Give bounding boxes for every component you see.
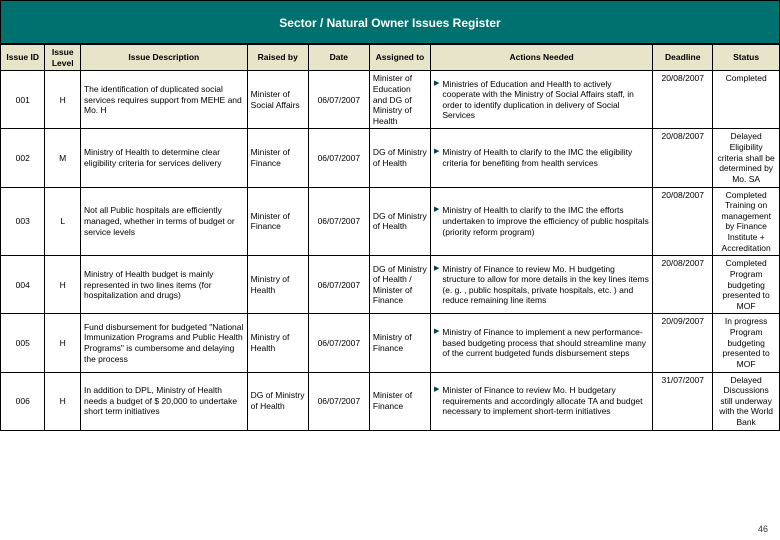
page-title: Sector / Natural Owner Issues Register (279, 16, 500, 30)
cell-date: 06/07/2007 (308, 256, 369, 314)
cell-status: Completed (713, 71, 780, 129)
bullet-icon: ▶ (434, 148, 439, 157)
cell-level: H (45, 256, 81, 314)
bullet-icon: ▶ (434, 328, 439, 337)
cell-level: M (45, 129, 81, 187)
table-row: 006HIn addition to DPL, Ministry of Heal… (1, 372, 780, 430)
cell-date: 06/07/2007 (308, 372, 369, 430)
cell-id: 004 (1, 256, 45, 314)
header-row: Issue ID Issue Level Issue Description R… (1, 45, 780, 71)
col-date: Date (308, 45, 369, 71)
cell-deadline: 20/09/2007 (653, 314, 713, 372)
cell-assigned: Minister of Education and DG of Ministry… (369, 71, 430, 129)
col-raised: Raised by (247, 45, 308, 71)
table-row: 005HFund disbursement for budgeted "Nati… (1, 314, 780, 372)
action-text: Ministries of Education and Health to ac… (442, 79, 649, 122)
page-number: 46 (758, 524, 768, 534)
cell-id: 003 (1, 187, 45, 256)
bullet-icon: ▶ (434, 265, 439, 274)
cell-raised: DG of Ministry of Health (247, 372, 308, 430)
cell-assigned: DG of Ministry of Health / Minister of F… (369, 256, 430, 314)
col-assigned: Assigned to (369, 45, 430, 71)
cell-desc: Fund disbursement for budgeted "National… (80, 314, 247, 372)
action-text: Ministry of Finance to review Mo. H budg… (442, 264, 649, 307)
cell-assigned: DG of Ministry of Health (369, 187, 430, 256)
cell-deadline: 20/08/2007 (653, 129, 713, 187)
cell-assigned: Minister of Finance (369, 372, 430, 430)
cell-action: ▶Minister of Finance to review Mo. H bud… (431, 372, 653, 430)
cell-deadline: 20/08/2007 (653, 256, 713, 314)
col-desc: Issue Description (80, 45, 247, 71)
cell-assigned: DG of Ministry of Health (369, 129, 430, 187)
cell-deadline: 31/07/2007 (653, 372, 713, 430)
title-bar: Sector / Natural Owner Issues Register (0, 0, 780, 44)
issues-table: Issue ID Issue Level Issue Description R… (0, 44, 780, 431)
col-status: Status (713, 45, 780, 71)
cell-desc: In addition to DPL, Ministry of Health n… (80, 372, 247, 430)
bullet-icon: ▶ (434, 386, 439, 395)
cell-desc: Ministry of Health to determine clear el… (80, 129, 247, 187)
bullet-icon: ▶ (434, 206, 439, 215)
bullet-icon: ▶ (434, 80, 439, 89)
cell-id: 002 (1, 129, 45, 187)
action-text: Minister of Finance to review Mo. H budg… (442, 385, 649, 417)
cell-id: 006 (1, 372, 45, 430)
cell-assigned: Ministry of Finance (369, 314, 430, 372)
cell-date: 06/07/2007 (308, 314, 369, 372)
table-row: 002MMinistry of Health to determine clea… (1, 129, 780, 187)
cell-status: In progress Program budgeting presented … (713, 314, 780, 372)
cell-action: ▶Ministry of Finance to implement a new … (431, 314, 653, 372)
cell-date: 06/07/2007 (308, 129, 369, 187)
col-deadline: Deadline (653, 45, 713, 71)
cell-deadline: 20/08/2007 (653, 71, 713, 129)
col-level: Issue Level (45, 45, 81, 71)
table-row: 004HMinistry of Health budget is mainly … (1, 256, 780, 314)
cell-date: 06/07/2007 (308, 187, 369, 256)
cell-id: 001 (1, 71, 45, 129)
cell-raised: Minister of Social Affairs (247, 71, 308, 129)
cell-action: ▶Ministry of Health to clarify to the IM… (431, 129, 653, 187)
cell-desc: Ministry of Health budget is mainly repr… (80, 256, 247, 314)
cell-status: Delayed Eligibility criteria shall be de… (713, 129, 780, 187)
cell-action: ▶Ministry of Finance to review Mo. H bud… (431, 256, 653, 314)
table-row: 003LNot all Public hospitals are efficie… (1, 187, 780, 256)
cell-status: Completed Program budgeting presented to… (713, 256, 780, 314)
cell-action: ▶Ministry of Health to clarify to the IM… (431, 187, 653, 256)
cell-action: ▶Ministries of Education and Health to a… (431, 71, 653, 129)
col-actions: Actions Needed (431, 45, 653, 71)
cell-raised: Minister of Finance (247, 129, 308, 187)
cell-desc: Not all Public hospitals are efficiently… (80, 187, 247, 256)
cell-level: H (45, 71, 81, 129)
cell-raised: Ministry of Health (247, 314, 308, 372)
col-id: Issue ID (1, 45, 45, 71)
action-text: Ministry of Finance to implement a new p… (442, 327, 649, 359)
cell-id: 005 (1, 314, 45, 372)
cell-date: 06/07/2007 (308, 71, 369, 129)
cell-level: H (45, 314, 81, 372)
cell-status: Completed Training on management by Fina… (713, 187, 780, 256)
cell-raised: Minister of Finance (247, 187, 308, 256)
cell-deadline: 20/08/2007 (653, 187, 713, 256)
action-text: Ministry of Health to clarify to the IMC… (442, 147, 649, 168)
cell-level: L (45, 187, 81, 256)
table-row: 001HThe identification of duplicated soc… (1, 71, 780, 129)
cell-status: Delayed Discussions still underway with … (713, 372, 780, 430)
cell-raised: Ministry of Health (247, 256, 308, 314)
cell-desc: The identification of duplicated social … (80, 71, 247, 129)
action-text: Ministry of Health to clarify to the IMC… (442, 205, 649, 237)
cell-level: H (45, 372, 81, 430)
